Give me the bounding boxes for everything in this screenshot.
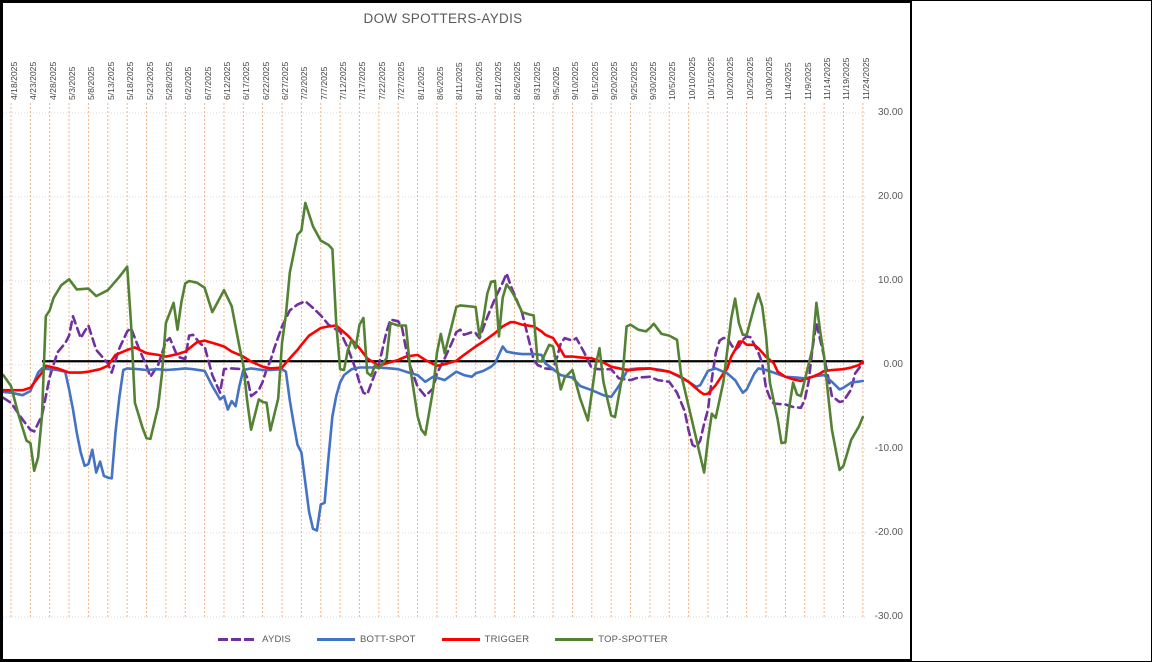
- x-tick-label: 4/28/2025: [47, 61, 58, 100]
- x-tick-label: 6/27/2025: [280, 61, 291, 100]
- x-tick-label: 9/5/2025: [551, 66, 562, 100]
- x-tick-label: 5/23/2025: [144, 61, 155, 100]
- plot-area: [3, 103, 867, 618]
- legend-swatch-trigger: [441, 638, 480, 641]
- x-tick-label: 8/1/2025: [415, 66, 426, 100]
- series-line-aydis: [3, 272, 865, 449]
- x-tick-label: 9/15/2025: [589, 61, 600, 100]
- x-tick-label: 9/10/2025: [570, 61, 581, 100]
- x-tick-label: 5/3/2025: [67, 66, 78, 100]
- x-tick-label: 10/10/2025: [686, 56, 697, 100]
- chart-title: DOW SPOTTERS-AYDIS: [363, 11, 523, 26]
- x-tick-label: 8/11/2025: [454, 62, 465, 100]
- x-tick-label: 11/14/2025: [822, 57, 833, 100]
- x-tick-label: 10/30/2025: [764, 56, 775, 100]
- legend-item-trigger: TRIGGER: [441, 634, 530, 645]
- x-tick-label: 8/31/2025: [531, 61, 542, 100]
- x-tick-label: 9/25/2025: [628, 61, 639, 100]
- x-tick-label: 5/8/2025: [86, 66, 97, 100]
- series-line-bott-spot: [3, 345, 865, 532]
- chart-frame: DOW SPOTTERS-AYDIS 4/18/2025 4/23/2025 4/2…: [1, 1, 912, 661]
- y-tick-label: -20.00: [874, 527, 903, 538]
- y-tick-label: 30.00: [877, 107, 903, 118]
- x-tick-label: 10/15/2025: [705, 56, 716, 100]
- x-tick-label: 7/22/2025: [376, 61, 387, 100]
- x-tick-label: 9/20/2025: [609, 61, 620, 100]
- x-tick-label: 6/12/2025: [221, 61, 232, 100]
- x-tick-label: 8/26/2025: [512, 61, 523, 100]
- x-tick-label: 7/7/2025: [318, 66, 329, 100]
- x-tick-label: 11/9/2025: [802, 62, 813, 100]
- y-tick-label: -30.00: [874, 611, 903, 622]
- legend-label: TOP-SPOTTER: [598, 634, 668, 645]
- legend-item-top-spotter: TOP-SPOTTER: [555, 634, 668, 645]
- series-line-top-spotter: [3, 201, 865, 474]
- legend-label: BOTT-SPOT: [359, 634, 416, 645]
- y-tick-label: 20.00: [877, 191, 903, 202]
- x-tick-label: 7/27/2025: [396, 61, 407, 100]
- x-tick-label: 9/30/2025: [647, 61, 658, 100]
- x-tick-label: 10/5/2025: [667, 61, 678, 100]
- x-tick-label: 6/17/2025: [241, 61, 252, 100]
- x-tick-label: 6/2/2025: [183, 66, 194, 100]
- y-tick-label: 10.00: [877, 275, 903, 286]
- x-tick-label: 7/12/2025: [338, 61, 349, 100]
- legend-item-aydis: AYDIS: [218, 634, 291, 645]
- legend-item-bott-spot: BOTT-SPOT: [316, 634, 416, 645]
- x-tick-label: 5/18/2025: [125, 61, 136, 100]
- legend-swatch-bott-spot: [316, 638, 355, 641]
- legend: AYDIS BOTT-SPOT TRIGGER TOP-SPOTTER: [3, 634, 883, 645]
- x-tick-label: 11/24/2025: [860, 57, 871, 100]
- x-tick-label: 7/2/2025: [299, 66, 310, 100]
- legend-swatch-aydis: [218, 638, 257, 641]
- x-tick-label: 11/19/2025: [841, 57, 852, 100]
- legend-label: TRIGGER: [484, 634, 530, 645]
- legend-label: AYDIS: [262, 634, 291, 645]
- y-tick-label: 0.00: [883, 359, 903, 370]
- x-tick-label: 6/7/2025: [202, 66, 213, 100]
- y-tick-label: -10.00: [874, 443, 903, 454]
- x-tick-label: 5/13/2025: [105, 61, 116, 100]
- x-tick-label: 4/18/2025: [9, 61, 19, 100]
- x-tick-label: 11/4/2025: [783, 62, 794, 100]
- x-tick-label: 8/6/2025: [434, 66, 445, 100]
- x-tick-label: 10/25/2025: [744, 56, 755, 100]
- x-tick-label: 5/28/2025: [163, 61, 174, 100]
- series-line-trigger: [3, 320, 865, 396]
- x-tick-label: 10/20/2025: [725, 56, 736, 100]
- x-tick-label: 6/22/2025: [260, 61, 271, 100]
- x-tick-label: 8/16/2025: [473, 61, 484, 100]
- x-tick-label: 7/17/2025: [357, 61, 368, 100]
- x-tick-label: 8/21/2025: [493, 61, 503, 100]
- x-tick-label: 4/23/2025: [28, 61, 39, 100]
- legend-swatch-top-spotter: [555, 638, 594, 641]
